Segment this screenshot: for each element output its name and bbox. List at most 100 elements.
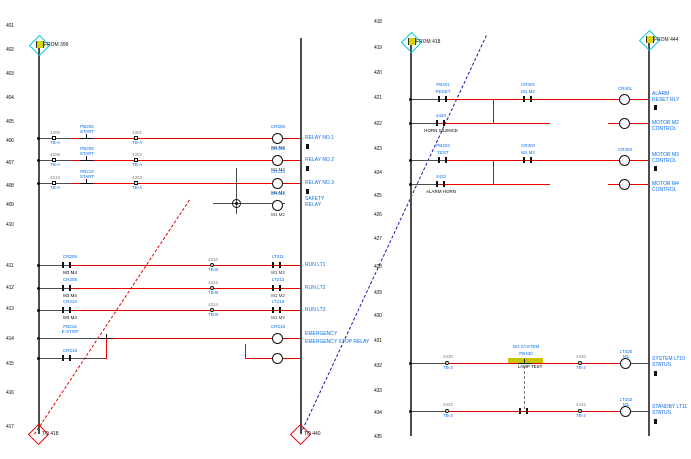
rung-wire	[410, 160, 448, 161]
rung-wire-control	[447, 411, 623, 412]
row-number: 420	[374, 70, 382, 76]
branch-wire	[493, 160, 494, 185]
output-label: RELAY	[305, 202, 322, 208]
rung-node	[409, 362, 412, 365]
device-tag: PB206	[80, 124, 94, 129]
lamp-terminals: M1	[622, 354, 630, 359]
output-label: MOTOR M2	[652, 120, 679, 126]
annotation: NO SYSTEM	[512, 344, 540, 349]
lamp-tag: LT215	[271, 299, 285, 304]
lamp-icon[interactable]	[272, 307, 281, 313]
row-number: 410	[6, 222, 14, 228]
relay-contact-icon[interactable]	[523, 157, 532, 163]
output-label: STATUS	[652, 362, 671, 368]
relay-contact-icon[interactable]	[438, 96, 447, 102]
relay-coil-icon[interactable]	[619, 94, 630, 105]
relay-coil-icon[interactable]	[272, 333, 283, 344]
mechanical-link-dashed	[524, 366, 525, 409]
reference-line-left	[34, 199, 190, 435]
terminal-tag: TB-2	[576, 413, 586, 418]
row-number: 407	[6, 160, 14, 166]
device-terminals: M3 M4	[63, 315, 77, 320]
page-marker-core-icon	[36, 41, 44, 48]
rung-wire-control	[448, 160, 648, 161]
relay-contact-icon[interactable]	[62, 262, 71, 268]
terminal-block	[134, 158, 138, 162]
device-terminals: M3 M4	[63, 293, 77, 298]
relay-coil-icon[interactable]	[272, 155, 283, 166]
relay-coil-icon[interactable]	[619, 155, 630, 166]
seal-in-branch-wire	[38, 338, 39, 358]
relay-contact-icon[interactable]	[438, 157, 447, 163]
relay-contact-icon[interactable]	[436, 181, 445, 187]
device-tag: PB403	[436, 143, 450, 148]
coil-tag: CR208	[270, 146, 286, 151]
rung-node	[409, 98, 412, 101]
lamp-tag: LT213	[271, 277, 285, 282]
row-number: 413	[6, 306, 14, 312]
lamp-icon[interactable]	[272, 285, 281, 291]
output-label: RUN LT1	[305, 262, 326, 268]
lamp-icon[interactable]	[272, 262, 281, 268]
lamp-coil-icon[interactable]	[620, 406, 631, 417]
relay-contact-icon[interactable]	[62, 285, 71, 291]
wire-number: 4303	[132, 175, 143, 180]
lamp-tag: LT430	[619, 349, 633, 354]
pushbutton-icon[interactable]	[80, 179, 93, 184]
device-tag: PB216	[63, 324, 77, 329]
terminal-block	[210, 263, 214, 267]
terminal-tag: TB-A	[50, 162, 61, 167]
rung-wire-control	[72, 138, 300, 139]
output-label: RESET RLY	[652, 97, 680, 103]
page-marker-from-label: FROM 418	[416, 39, 441, 45]
row-number: 428	[374, 264, 382, 270]
relay-coil-icon[interactable]	[272, 353, 283, 364]
rung-wire-control	[72, 183, 300, 184]
relay-contact-icon[interactable]	[523, 96, 532, 102]
row-number: 416	[6, 390, 14, 396]
output-label: MOTOR M3	[652, 152, 679, 158]
pushbutton-icon[interactable]	[80, 134, 93, 139]
pushbutton-icon[interactable]	[80, 156, 93, 161]
lamp-coil-icon[interactable]	[620, 358, 631, 369]
wire-number: 4422	[435, 174, 447, 179]
row-number: 433	[374, 388, 382, 394]
output-label: RELAY NO.3	[305, 180, 334, 186]
relay-coil-icon[interactable]	[619, 118, 630, 129]
device-tag: CR403	[520, 143, 536, 148]
relay-coil-icon[interactable]	[272, 133, 283, 144]
cross-reference-marker	[654, 371, 657, 376]
row-number: 431	[374, 338, 382, 344]
row-number: 422	[374, 121, 382, 127]
relay-coil-icon[interactable]	[272, 200, 283, 211]
row-number: 405	[6, 119, 14, 125]
rung-node	[37, 264, 40, 267]
rung-wire-control	[72, 310, 300, 311]
row-number: 421	[374, 95, 382, 101]
device-function: ALARM HORN	[425, 189, 457, 194]
relay-contact-icon[interactable]	[436, 120, 445, 126]
relay-contact-icon[interactable]	[62, 307, 71, 313]
terminal-block	[578, 409, 582, 413]
left-power-rail	[38, 42, 40, 434]
crossing-center-dot	[235, 202, 238, 205]
terminal-block	[445, 409, 449, 413]
device-tag: CR206	[62, 254, 78, 259]
wire-number: 4310	[208, 257, 219, 262]
wire-number: 4210	[50, 175, 61, 180]
rung-node	[409, 410, 412, 413]
page-marker-to-label: TO 418	[42, 431, 59, 437]
relay-coil-icon[interactable]	[619, 179, 630, 190]
relay-contact-icon[interactable]	[519, 408, 528, 414]
cross-reference-marker	[306, 189, 309, 194]
rung-wire	[38, 338, 106, 339]
pushbutton-icon[interactable]	[518, 359, 531, 364]
output-label: SYSTEM LT10	[652, 356, 685, 362]
page-marker-from-label: FROM 399	[44, 42, 69, 48]
device-tag: CR401	[520, 82, 536, 87]
relay-coil-icon[interactable]	[272, 178, 283, 189]
seal-in-contact-icon[interactable]	[62, 355, 71, 361]
output-label: RUN LT2	[305, 285, 326, 291]
terminal-block	[210, 308, 214, 312]
